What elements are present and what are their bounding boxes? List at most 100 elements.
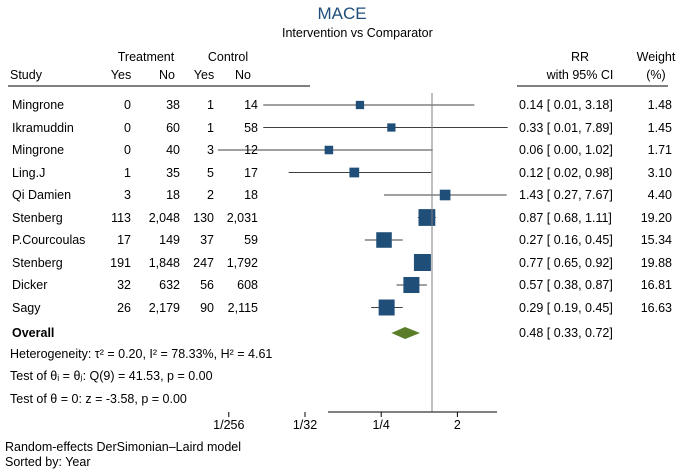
study-name: Ikramuddin — [12, 120, 74, 135]
chart-title: MACE — [317, 4, 367, 23]
weight-header: Weight — [636, 50, 676, 64]
rr-ci-value: 0.57 [ 0.38, 0.87] — [519, 278, 613, 292]
overall-diamond — [391, 327, 420, 339]
treatment-yes-value: 0 — [124, 120, 131, 135]
estimate-marker — [376, 232, 392, 248]
x-tick-label: 1/256 — [213, 418, 245, 432]
rr-ci-value: 0.06 [ 0.00, 1.02] — [519, 143, 613, 157]
x-tick-label: 1/4 — [372, 418, 390, 432]
ci-header: with 95% CI — [546, 68, 614, 82]
sort-footnote: Sorted by: Year — [5, 455, 91, 469]
rr-ci-value: 0.33 [ 0.01, 7.89] — [519, 120, 613, 135]
estimate-marker — [439, 189, 451, 201]
treatment-no-value: 149 — [159, 233, 180, 247]
weight-value: 3.10 — [647, 165, 672, 180]
treatment-yes-value: 17 — [117, 233, 131, 247]
study-header: Study — [10, 68, 42, 82]
control-no-value: 608 — [237, 278, 258, 292]
control-yes-value: 5 — [207, 165, 214, 180]
estimate-marker — [413, 254, 431, 271]
control-yes-value: 130 — [193, 210, 214, 225]
weight-value: 1.48 — [647, 98, 672, 112]
treatment-no-value: 35 — [166, 165, 180, 180]
study-name: Sagy — [12, 300, 41, 315]
x-tick-label: 1/32 — [292, 418, 318, 432]
treatment-yes-header: Yes — [110, 68, 132, 82]
control-yes-value: 90 — [200, 300, 214, 315]
control-yes-value: 37 — [200, 233, 214, 247]
treatment-no-header: No — [159, 68, 175, 82]
treatment-yes-value: 0 — [124, 98, 131, 112]
rr-ci-value: 0.14 [ 0.01, 3.18] — [519, 98, 613, 112]
heterogeneity-text: Heterogeneity: τ² = 0.20, I² = 78.33%, H… — [10, 347, 273, 361]
estimate-marker — [403, 276, 420, 294]
control-no-value: 59 — [244, 233, 258, 247]
control-no-value: 12 — [244, 143, 258, 157]
estimate-marker — [418, 209, 436, 226]
rr-ci-value: 0.77 [ 0.65, 0.92] — [519, 255, 613, 270]
treatment-yes-value: 3 — [124, 188, 131, 202]
weight-value: 1.45 — [647, 120, 672, 135]
study-name: Dicker — [12, 278, 48, 292]
control-yes-value: 56 — [200, 278, 214, 292]
control-yes-value: 2 — [207, 188, 214, 202]
control-header: Control — [207, 50, 249, 64]
test-zero-text: Test of θ = 0: z = -3.58, p = 0.00 — [10, 392, 187, 406]
control-no-header: No — [235, 68, 251, 82]
control-yes-header: Yes — [193, 68, 215, 82]
treatment-no-value: 1,848 — [148, 255, 180, 270]
weight-value: 19.88 — [640, 255, 672, 270]
control-no-value: 18 — [244, 188, 258, 202]
rr-ci-value: 0.29 [ 0.19, 0.45] — [519, 300, 613, 315]
estimate-marker — [324, 145, 334, 155]
treatment-header: Treatment — [117, 50, 175, 64]
treatment-yes-value: 32 — [117, 278, 131, 292]
estimate-marker — [387, 123, 396, 132]
control-yes-value: 1 — [207, 120, 214, 135]
treatment-no-value: 2,048 — [148, 210, 180, 225]
weight-value: 16.63 — [640, 300, 672, 315]
weight-value: 19.20 — [640, 210, 672, 225]
treatment-no-value: 40 — [166, 143, 180, 157]
treatment-no-value: 2,179 — [148, 300, 180, 315]
weight-value: 16.81 — [640, 278, 672, 292]
weight-value: 15.34 — [640, 233, 672, 247]
treatment-no-value: 60 — [166, 120, 180, 135]
estimate-marker — [378, 299, 395, 316]
study-name: Stenberg — [12, 210, 63, 225]
treatment-no-value: 38 — [166, 98, 180, 112]
control-yes-value: 1 — [207, 98, 214, 112]
overall-label: Overall — [12, 326, 55, 340]
control-no-value: 17 — [244, 165, 258, 180]
rr-ci-value: 0.87 [ 0.68, 1.11] — [519, 210, 612, 225]
treatment-no-value: 18 — [166, 188, 180, 202]
chart-subtitle: Intervention vs Comparator — [282, 26, 433, 40]
control-yes-value: 247 — [193, 255, 214, 270]
control-no-value: 2,115 — [227, 300, 258, 315]
control-no-value: 1,792 — [226, 255, 258, 270]
overall-rr-ci-value: 0.48 [ 0.33, 0.72] — [519, 326, 613, 340]
treatment-yes-value: 113 — [111, 210, 131, 225]
study-name: P.Courcoulas — [12, 233, 86, 247]
weight-value: 1.71 — [647, 143, 672, 157]
rr-ci-value: 0.12 [ 0.02, 0.98] — [519, 165, 613, 180]
control-no-value: 14 — [244, 98, 258, 112]
treatment-yes-value: 26 — [117, 300, 131, 315]
study-name: Stenberg — [12, 255, 63, 270]
study-name: Mingrone — [12, 143, 65, 157]
estimate-marker — [355, 100, 365, 110]
study-name: Mingrone — [12, 98, 65, 112]
test-equality-text: Test of θᵢ = θⱼ: Q(9) = 41.53, p = 0.00 — [10, 369, 213, 383]
control-no-value: 58 — [244, 120, 258, 135]
treatment-yes-value: 0 — [124, 143, 131, 157]
weight-value: 4.40 — [647, 188, 672, 202]
x-tick-label: 2 — [453, 418, 461, 432]
model-footnote: Random-effects DerSimonian–Laird model — [5, 440, 241, 454]
study-name: Qi Damien — [12, 188, 72, 202]
control-yes-value: 3 — [207, 143, 214, 157]
treatment-yes-value: 191 — [110, 255, 131, 270]
estimate-marker — [349, 167, 360, 178]
rr-ci-value: 0.27 [ 0.16, 0.45] — [519, 233, 613, 247]
rr-ci-value: 1.43 [ 0.27, 7.67] — [519, 188, 613, 202]
